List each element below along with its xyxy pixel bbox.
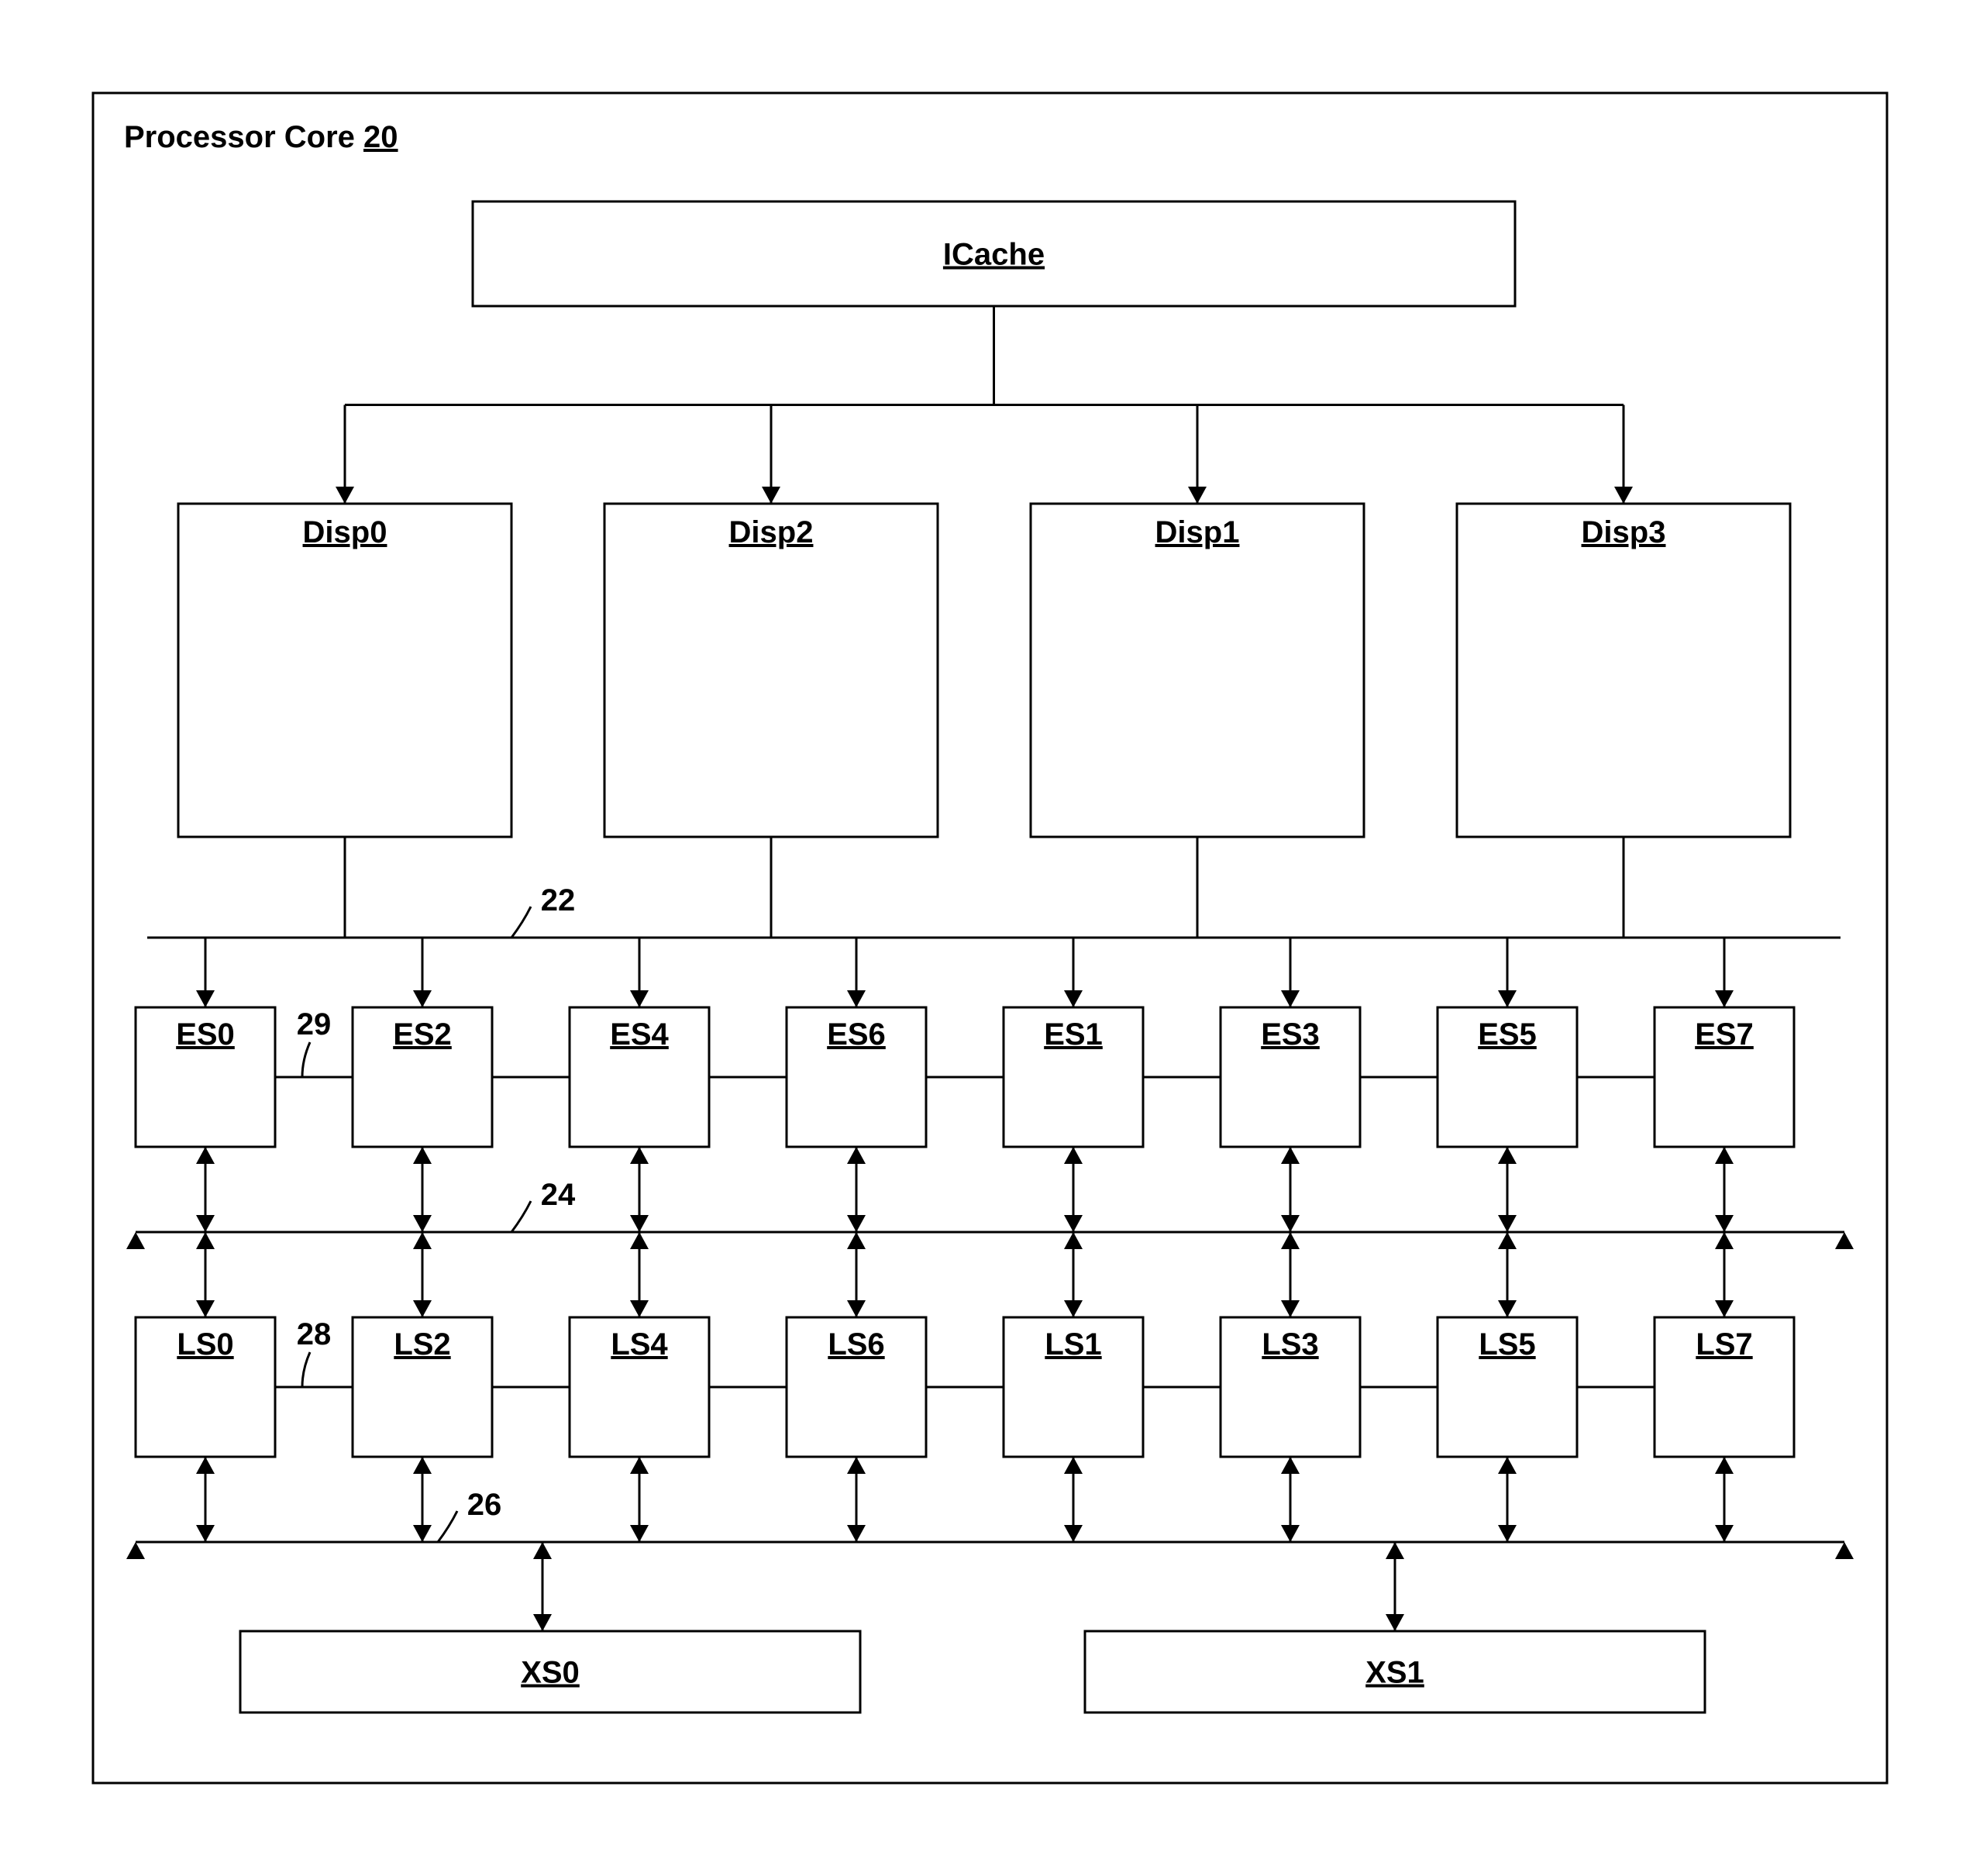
es0-label: ES0 bbox=[176, 1017, 235, 1052]
ref29: 29 bbox=[297, 1007, 332, 1041]
es2-label: ES4 bbox=[610, 1017, 669, 1052]
disp3-box bbox=[1457, 504, 1790, 837]
disp3-label: Disp3 bbox=[1582, 515, 1666, 549]
xs1-label: XS1 bbox=[1365, 1656, 1424, 1690]
ls0-label: LS0 bbox=[177, 1327, 233, 1361]
ls5-label: LS3 bbox=[1262, 1327, 1318, 1361]
ls1-label: LS2 bbox=[394, 1327, 450, 1361]
es7-label: ES7 bbox=[1695, 1017, 1754, 1052]
es6-label: ES5 bbox=[1478, 1017, 1537, 1052]
es4-label: ES1 bbox=[1044, 1017, 1103, 1052]
es1-label: ES2 bbox=[393, 1017, 452, 1052]
ref28: 28 bbox=[297, 1317, 332, 1351]
processor-core-title: Processor Core 20 bbox=[124, 120, 398, 154]
disp2-box bbox=[1031, 504, 1364, 837]
disp0-box bbox=[178, 504, 511, 837]
ls4-label: LS1 bbox=[1045, 1327, 1101, 1361]
bus26-ref: 26 bbox=[467, 1488, 502, 1522]
disp1-label: Disp2 bbox=[729, 515, 814, 549]
disp1-box bbox=[604, 504, 938, 837]
disp2-label: Disp1 bbox=[1155, 515, 1240, 549]
icache-label: ICache bbox=[943, 238, 1045, 272]
disp0-label: Disp0 bbox=[303, 515, 387, 549]
bus24-ref: 24 bbox=[541, 1178, 576, 1212]
ls2-label: LS4 bbox=[611, 1327, 668, 1361]
es5-label: ES3 bbox=[1261, 1017, 1320, 1052]
ls3-label: LS6 bbox=[828, 1327, 884, 1361]
es3-label: ES6 bbox=[827, 1017, 886, 1052]
bus22-ref: 22 bbox=[541, 883, 576, 917]
xs0-label: XS0 bbox=[521, 1656, 580, 1690]
ls6-label: LS5 bbox=[1479, 1327, 1535, 1361]
ls7-label: LS7 bbox=[1696, 1327, 1752, 1361]
